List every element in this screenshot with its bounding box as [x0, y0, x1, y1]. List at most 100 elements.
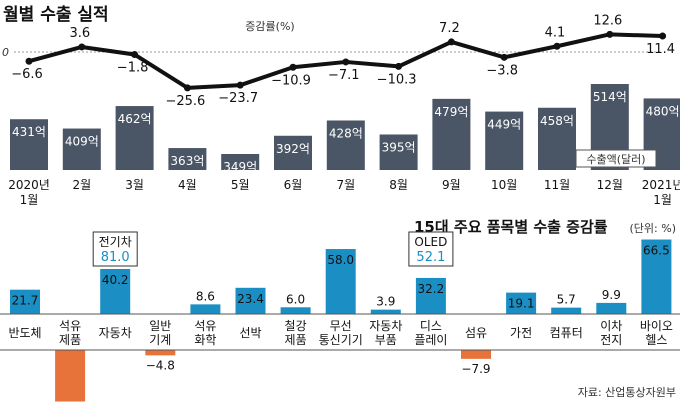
month-tick-label: 7월 — [336, 178, 355, 192]
export-bar-label: 431억 — [12, 125, 46, 139]
bar-legend-label: 수출액(달러) — [586, 153, 645, 166]
callout-box — [408, 231, 454, 267]
item-value-label: 6.0 — [286, 292, 305, 306]
month-tick-label: 11월 — [544, 178, 570, 192]
item-bar — [551, 307, 582, 314]
item-value-label: 40.2 — [102, 273, 129, 287]
item-value-label: 21.7 — [12, 294, 39, 308]
source-note: 자료: 산업통상자원부 — [578, 386, 676, 399]
bar-legend-box — [575, 149, 657, 168]
month-tick-label: 10월 — [491, 178, 517, 192]
zero-tick-label: 0 — [2, 46, 9, 59]
item-value-label: 5.7 — [557, 293, 576, 307]
export-bar — [432, 98, 471, 170]
growth-rate-label: −10.9 — [271, 73, 311, 88]
item-value-label: 19.1 — [508, 297, 535, 311]
item-category-label: 제품 — [59, 333, 81, 347]
item-category-label: 자동차 — [369, 319, 402, 333]
callout-name: 전기차 — [99, 235, 132, 249]
chart-title-items: 15대 주요 품목별 수출 증감률 — [414, 218, 608, 236]
item-value-label: 8.6 — [196, 289, 215, 303]
month-tick-label: 1월 — [653, 193, 672, 207]
item-bar — [506, 292, 537, 314]
export-bar-label: 428억 — [329, 126, 363, 140]
item-value-label: 3.9 — [376, 295, 395, 309]
growth-rate-label: −10.3 — [377, 72, 417, 87]
export-bar-label: 349억 — [223, 160, 257, 174]
export-bar — [326, 120, 365, 170]
growth-rate-label: 4.1 — [545, 25, 566, 40]
growth-rate-point — [78, 43, 86, 51]
growth-rate-point — [447, 38, 455, 46]
item-category-label: 일반 — [149, 319, 171, 333]
export-bar-label: 514억 — [593, 90, 627, 104]
export-bar — [538, 107, 576, 170]
month-tick-label: 4월 — [178, 178, 197, 192]
export-bar — [168, 148, 207, 170]
growth-rate-point — [236, 81, 244, 89]
month-tick-label: 5월 — [231, 178, 250, 192]
callout-name: OLED — [414, 235, 447, 249]
item-value-label: 66.5 — [643, 244, 670, 258]
item-value-label: 58.0 — [327, 253, 354, 267]
growth-rate-point — [342, 58, 350, 66]
item-category-label: 반도체 — [8, 326, 41, 340]
growth-rate-label: 3.6 — [69, 26, 90, 41]
callout-value: 81.0 — [101, 250, 130, 265]
chart-title: 월별 수출 실적 — [3, 5, 109, 25]
item-bar — [370, 309, 401, 314]
item-category-label: 철강 — [285, 319, 307, 333]
month-tick-label: 9월 — [442, 178, 461, 192]
growth-rate-point — [131, 51, 139, 59]
item-category-label: 제품 — [285, 333, 307, 347]
item-bar — [325, 249, 356, 314]
growth-rate-label: −7.1 — [328, 68, 360, 83]
item-category-label: 석유 — [59, 319, 81, 333]
month-tick-label: 1월 — [20, 193, 39, 207]
export-bar — [115, 106, 154, 170]
growth-rate-point — [659, 32, 667, 40]
growth-rate-label: 11.4 — [646, 42, 675, 57]
item-bar — [100, 268, 131, 314]
growth-rate-point — [183, 84, 191, 92]
item-category-label: 기계 — [149, 333, 171, 347]
item-bar — [596, 302, 627, 314]
growth-rate-point — [289, 63, 297, 71]
export-bar-label: 392억 — [276, 142, 310, 156]
item-value-label: 32.2 — [418, 282, 445, 296]
item-bar — [55, 350, 86, 402]
growth-rate-point — [606, 30, 614, 38]
growth-rate-point — [553, 42, 561, 50]
export-bar-label: 395억 — [382, 140, 416, 154]
export-bar — [62, 128, 101, 170]
growth-rate-label: −6.6 — [11, 67, 43, 82]
export-bar — [10, 119, 48, 170]
item-category-label: 헬스 — [645, 333, 667, 347]
line-legend-label: 증감률(%) — [245, 20, 294, 33]
item-category-label: 무선 — [330, 319, 352, 333]
month-tick-label: 2021년 — [642, 178, 680, 192]
callout-box — [92, 231, 138, 267]
month-tick-label: 12월 — [597, 178, 623, 192]
item-category-label: 이차 — [600, 319, 622, 333]
item-value-label: −4.8 — [146, 358, 175, 372]
growth-rate-label: −25.6 — [165, 94, 205, 109]
item-category-label: 부품 — [375, 333, 397, 347]
item-category-label: 석유 — [194, 319, 216, 333]
month-tick-label: 6월 — [284, 178, 303, 192]
export-bar-label: 480억 — [646, 104, 680, 118]
item-bar — [190, 304, 221, 314]
callout-value: 52.1 — [416, 250, 445, 265]
growth-rate-point — [395, 62, 403, 70]
item-category-label: 디스 — [420, 319, 442, 333]
growth-rate-point — [500, 53, 508, 61]
growth-rate-label: −3.8 — [486, 63, 518, 78]
growth-rate-label: 12.6 — [593, 13, 622, 28]
item-value-label: −7.9 — [461, 362, 490, 376]
growth-rate-label: −23.7 — [218, 91, 258, 106]
month-tick-label: 8월 — [389, 178, 408, 192]
item-category-label: 가전 — [510, 326, 532, 340]
growth-rate-label: 7.2 — [439, 21, 460, 36]
